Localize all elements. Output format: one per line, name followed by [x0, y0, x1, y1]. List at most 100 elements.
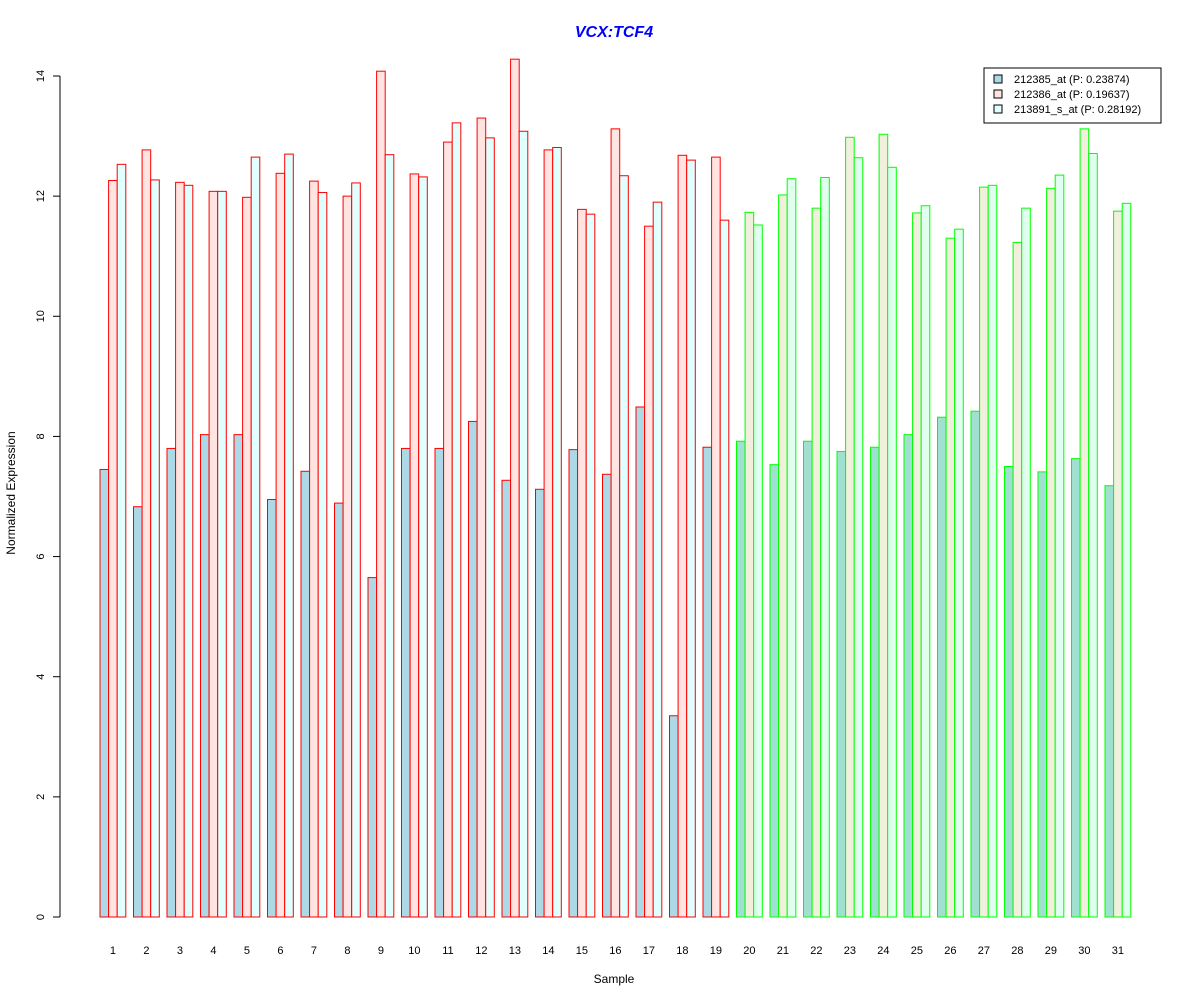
bar-212386_at-sample-17	[644, 225, 654, 918]
bar-212386_at-sample-16	[610, 128, 621, 918]
bar-212385_at-sample-13	[501, 479, 512, 918]
bar-213891_s_at-sample-8	[351, 182, 361, 918]
bar-212386_at-sample-26	[945, 237, 956, 918]
x-tick-label: 22	[810, 945, 822, 957]
bar-213891_s_at-sample-25	[920, 205, 931, 918]
bar-213891_s_at-sample-11	[451, 122, 462, 918]
bar-213891_s_at-sample-7	[317, 192, 328, 918]
legend-label: 212385_at (P: 0.23874)	[1014, 74, 1130, 86]
x-tick-label: 11	[442, 945, 453, 957]
bar-212386_at-sample-25	[912, 212, 922, 918]
bar-213891_s_at-sample-26	[954, 228, 964, 918]
x-tick-label: 20	[743, 945, 755, 957]
bar-212385_at-sample-16	[602, 473, 612, 918]
bar-212385_at-sample-10	[401, 447, 411, 918]
x-tick-label: 5	[244, 945, 250, 957]
bar-212386_at-sample-19	[711, 156, 721, 918]
bar-212386_at-sample-12	[476, 117, 487, 918]
bar-213891_s_at-sample-31	[1121, 202, 1132, 918]
bar-212386_at-sample-15	[577, 208, 587, 918]
bar-213891_s_at-sample-13	[518, 130, 529, 918]
bar-213891_s_at-sample-1	[116, 163, 127, 918]
bar-212386_at-sample-7	[309, 180, 319, 918]
bar-212386_at-sample-5	[242, 196, 252, 918]
bar-212386_at-sample-10	[409, 173, 420, 918]
bar-213891_s_at-sample-19	[719, 219, 730, 918]
y-tick-label: 10	[35, 310, 47, 322]
legend-swatch	[993, 104, 1003, 114]
bar-212386_at-sample-2	[141, 149, 152, 918]
y-axis-title: Normalized Expression	[4, 431, 18, 554]
x-tick-label: 13	[509, 945, 521, 957]
x-tick-label: 10	[408, 945, 420, 957]
bar-212385_at-sample-4	[200, 434, 210, 918]
x-tick-label: 15	[576, 945, 588, 957]
y-tick-label: 2	[35, 794, 47, 800]
bar-212385_at-sample-5	[233, 434, 244, 918]
x-tick-label: 1	[110, 945, 116, 957]
bar-213891_s_at-sample-29	[1054, 174, 1065, 918]
bar-212385_at-sample-31	[1104, 485, 1115, 918]
bar-212385_at-sample-2	[133, 506, 143, 918]
bar-213891_s_at-sample-15	[585, 213, 596, 918]
x-tick-label: 12	[475, 945, 487, 957]
bar-212385_at-sample-25	[903, 434, 914, 918]
legend-label: 212386_at (P: 0.19637)	[1014, 89, 1130, 101]
bar-212385_at-sample-11	[434, 447, 445, 918]
y-tick-label: 4	[35, 674, 47, 680]
bar-212385_at-sample-7	[300, 470, 311, 918]
bar-213891_s_at-sample-20	[753, 224, 763, 918]
x-tick-label: 27	[978, 945, 990, 957]
bar-213891_s_at-sample-18	[686, 159, 696, 918]
bar-212385_at-sample-22	[803, 440, 813, 918]
bar-212385_at-sample-23	[836, 450, 847, 918]
x-tick-label: 7	[311, 945, 317, 957]
x-tick-label: 16	[609, 945, 621, 957]
bar-213891_s_at-sample-30	[1088, 152, 1098, 918]
x-tick-label: 24	[877, 945, 889, 957]
x-tick-label: 4	[210, 945, 216, 957]
x-tick-label: 28	[1011, 945, 1023, 957]
bar-212385_at-sample-28	[1004, 465, 1014, 918]
bar-213891_s_at-sample-24	[887, 166, 897, 918]
bar-213891_s_at-sample-12	[485, 137, 495, 918]
bar-212386_at-sample-23	[845, 136, 855, 918]
bar-212385_at-sample-8	[334, 502, 344, 918]
bar-213891_s_at-sample-16	[619, 175, 629, 918]
x-tick-label: 29	[1045, 945, 1057, 957]
x-axis: 1 2 3 4 5 6 7 8 9 10 11 12 13 14 15 16 17 18 19 20 21 22 23 24 2…	[110, 945, 1124, 957]
bar-212386_at-sample-30	[1079, 128, 1090, 918]
bar-212386_at-sample-29	[1046, 187, 1056, 918]
bar-212386_at-sample-21	[778, 194, 788, 918]
bar-212385_at-sample-26	[937, 416, 947, 918]
bar-213891_s_at-sample-21	[786, 178, 797, 918]
bar-212385_at-sample-19	[702, 446, 713, 918]
y-tick-label: 14	[35, 70, 47, 82]
bar-212386_at-sample-18	[677, 154, 688, 918]
bar-212386_at-sample-28	[1012, 241, 1023, 918]
x-tick-label: 17	[643, 945, 655, 957]
plot-area	[99, 58, 1132, 918]
bar-212385_at-sample-1	[99, 468, 110, 918]
bar-212386_at-sample-27	[979, 186, 989, 918]
y-axis: 0 2 4 6 8 10 12 14	[35, 70, 61, 920]
bar-212386_at-sample-3	[175, 181, 185, 918]
x-tick-label: 23	[844, 945, 856, 957]
bar-213891_s_at-sample-4	[217, 190, 227, 918]
x-tick-label: 30	[1078, 945, 1090, 957]
y-tick-label: 6	[35, 554, 47, 560]
bar-212386_at-sample-20	[744, 211, 755, 918]
x-tick-label: 19	[710, 945, 722, 957]
legend: 212385_at (P: 0.23874) 212386_at (P: 0.19…	[983, 67, 1162, 124]
y-tick-label: 12	[35, 190, 47, 202]
bar-213891_s_at-sample-3	[183, 184, 194, 918]
bar-213891_s_at-sample-22	[820, 177, 830, 918]
y-tick-label: 0	[35, 914, 47, 920]
x-tick-label: 25	[911, 945, 923, 957]
x-tick-label: 2	[143, 945, 149, 957]
bar-212386_at-sample-1	[108, 180, 118, 918]
bar-213891_s_at-sample-9	[384, 154, 395, 918]
bar-212385_at-sample-27	[970, 410, 981, 918]
x-tick-label: 8	[344, 945, 350, 957]
